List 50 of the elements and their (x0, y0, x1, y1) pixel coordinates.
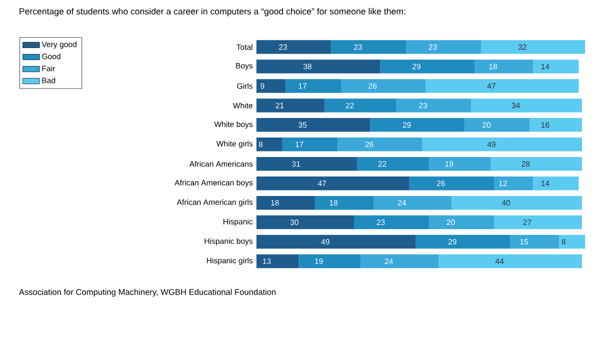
bar (370, 118, 465, 132)
bar (428, 157, 491, 171)
bar (256, 138, 282, 152)
bar (338, 138, 422, 152)
bar (409, 176, 494, 190)
bar (380, 60, 475, 74)
bar (559, 235, 586, 249)
bar (533, 60, 579, 74)
bar (510, 235, 560, 249)
bar (282, 138, 338, 152)
bar (256, 79, 286, 93)
bar (474, 60, 534, 74)
bar (256, 98, 325, 112)
bar (331, 40, 406, 54)
bar (324, 98, 396, 112)
bar (481, 40, 586, 54)
bar (256, 216, 354, 230)
bar (416, 235, 510, 249)
bar (360, 254, 439, 268)
bar (314, 196, 374, 210)
bar (256, 157, 358, 171)
bar (396, 98, 472, 112)
bar (471, 98, 582, 112)
bar (256, 235, 416, 249)
bar (256, 60, 380, 74)
bar (428, 216, 494, 230)
bar (406, 40, 482, 54)
bar (256, 196, 315, 210)
bar (490, 157, 582, 171)
chart-title: Percentage of students who consider a career in computers a “good choice” for someone like them: (20, 8, 406, 16)
bar (438, 254, 582, 268)
bar (256, 40, 332, 54)
bar (340, 79, 426, 93)
bar (452, 196, 582, 210)
bar (256, 254, 299, 268)
text: Association for Computing Machinery, WGBH Educational Foundation (18, 288, 276, 297)
bar (494, 216, 582, 230)
bar (422, 138, 582, 152)
bar (533, 176, 579, 190)
bar (494, 176, 534, 190)
bar (286, 79, 341, 93)
bar (354, 216, 429, 230)
bar (530, 118, 582, 132)
bar (426, 79, 579, 93)
bar (298, 254, 361, 268)
bar (374, 196, 452, 210)
bar (357, 157, 429, 171)
bar (256, 176, 410, 190)
bar (464, 118, 530, 132)
bar (256, 118, 370, 132)
